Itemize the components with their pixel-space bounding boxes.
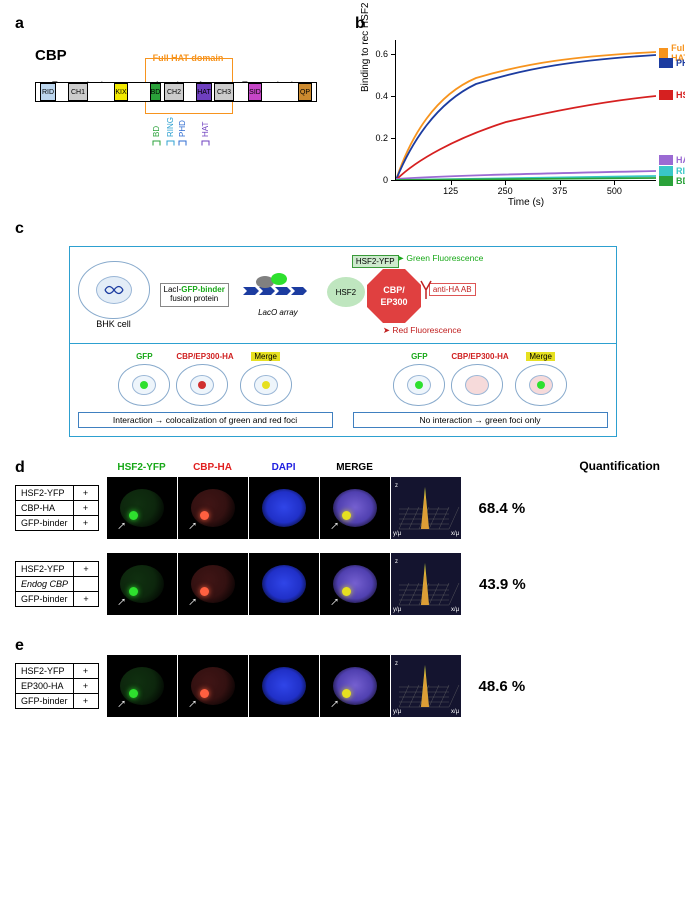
legend-ring: RING xyxy=(659,166,685,176)
condition-table: HSF2-YFP+CBP-HA+GFP-binder+ xyxy=(15,485,99,531)
schematic-cell xyxy=(176,364,228,406)
microscopy-image: ↑ xyxy=(107,655,177,717)
panel-c-label: c xyxy=(15,220,670,238)
sublabel-bd: BD xyxy=(152,126,161,147)
colocalization-3d: zx/µy/µColocalization xyxy=(391,477,461,539)
microscopy-image: CBP-HA↑ xyxy=(178,477,248,539)
microscopy-image: DAPI xyxy=(249,477,319,539)
microscopy-image: ↑ xyxy=(178,655,248,717)
schematic-cell xyxy=(451,364,503,406)
outcome-no-interaction: No interaction → green foci only xyxy=(353,412,608,428)
svg-text:y/µ: y/µ xyxy=(393,531,402,537)
quantification-value: 48.6 % xyxy=(479,678,526,695)
cbp-domain-bar: RID CH1 KIX BDCH2 HATCH3 SID QP xyxy=(35,82,317,102)
legend-bd: BD xyxy=(659,176,685,186)
domain-qp: QP xyxy=(298,83,312,101)
svg-text:x/µ: x/µ xyxy=(451,531,460,537)
dna-icon xyxy=(103,283,125,297)
svg-text:y/µ: y/µ xyxy=(393,709,402,715)
interaction-icon: HSF2-YFP HSF2 CBP/ EP300 anti-HA AB ➤ Gr… xyxy=(327,255,487,335)
schematic-cell xyxy=(118,364,170,406)
y-axis-label: Binding to rec HSF2 (nM) xyxy=(360,0,371,92)
quantification-value: 68.4 % xyxy=(479,500,526,517)
domain-bd: BD xyxy=(150,83,161,101)
result-row: HSF2-YFP+EP300-HA+GFP-binder+EP300-HA↑↑↑… xyxy=(15,655,670,717)
svg-text:z: z xyxy=(395,483,398,489)
domain-ch3: CH3 xyxy=(214,83,234,101)
quantification-value: 43.9 % xyxy=(479,576,526,593)
schematic-cell xyxy=(393,364,445,406)
cbp-diagram: CBP TransactivationAcetyltransferaseTran… xyxy=(35,47,317,102)
domain-kix: KIX xyxy=(114,83,128,101)
condition-table: HSF2-YFP+EP300-HA+GFP-binder+ xyxy=(15,663,99,709)
panel-e-label: e xyxy=(15,637,670,655)
svg-text:z: z xyxy=(395,661,398,667)
x-axis-label: Time (s) xyxy=(396,197,656,208)
result-row: HSF2-YFP+Endog CBPGFP-binder+Endog CBP↑↑… xyxy=(15,553,670,615)
laci-box: LacI-GFP-binder fusion protein xyxy=(160,283,229,307)
microscopy-image: ↑ xyxy=(320,655,390,717)
bhk-label: BHK cell xyxy=(78,319,150,329)
panel-e: e HSF2-YFP+EP300-HA+GFP-binder+EP300-HA↑… xyxy=(15,637,670,717)
laco-array-icon: LacO array xyxy=(239,273,317,317)
bhk-cell-icon xyxy=(78,261,150,319)
domain-sid: SID xyxy=(248,83,262,101)
condition-table: HSF2-YFP+Endog CBPGFP-binder+ xyxy=(15,561,99,607)
microscopy-image: HSF2-YFP↑ xyxy=(107,477,177,539)
sublabel-ring: RING xyxy=(166,117,175,147)
domain-rid: RID xyxy=(40,83,56,101)
chart-svg xyxy=(396,40,656,180)
quantification-header: Quantification xyxy=(579,459,660,477)
sublabel-phd: PHD xyxy=(178,120,187,147)
microscopy-image xyxy=(249,553,319,615)
colocalization-3d: z x/µ y/µ xyxy=(391,655,461,717)
outcome-interaction: Interaction → colocalization of green an… xyxy=(78,412,333,428)
legend-phd: PHD xyxy=(659,58,685,68)
panel-b: Binding to rec HSF2 (nM) Time (s) Full-H… xyxy=(365,25,675,205)
svg-text:EP300: EP300 xyxy=(380,297,407,307)
microscopy-image: ↑ xyxy=(320,553,390,615)
svg-text:z: z xyxy=(395,559,398,565)
microscopy-image: ↑ xyxy=(178,553,248,615)
microscopy-image xyxy=(249,655,319,717)
colocalization-3d: z x/µ y/µ xyxy=(391,553,461,615)
domain-ch2: CH2 xyxy=(164,83,184,101)
svg-text:CBP/: CBP/ xyxy=(383,285,405,295)
domain-hat: HAT xyxy=(196,83,212,101)
legend-hat: HAT xyxy=(659,155,685,165)
microscopy-image: ↑ xyxy=(107,553,177,615)
schematic-cell xyxy=(240,364,292,406)
domain-ch1: CH1 xyxy=(68,83,88,101)
binding-chart: Binding to rec HSF2 (nM) Time (s) Full-H… xyxy=(395,40,656,181)
f3h-scheme-frame: BHK cell LacI-GFP-binder fusion protein … xyxy=(69,246,617,437)
result-row: HSF2-YFP+CBP-HA+GFP-binder+HSF2-YFP↑CBP-… xyxy=(15,477,670,539)
svg-text:x/µ: x/µ xyxy=(451,607,460,613)
panel-d-label: d xyxy=(15,459,25,477)
panel-c: c BHK cell LacI-GFP-binder fusion protei… xyxy=(15,220,670,437)
legend-hsp70: HSP70 xyxy=(659,90,685,100)
panel-d: d Quantification HSF2-YFP+CBP-HA+GFP-bin… xyxy=(15,459,670,615)
svg-text:y/µ: y/µ xyxy=(393,607,402,613)
schematic-cell xyxy=(515,364,567,406)
microscopy-image: MERGE↑ xyxy=(320,477,390,539)
svg-text:x/µ: x/µ xyxy=(451,709,460,715)
sublabel-hat: HAT xyxy=(201,122,210,147)
